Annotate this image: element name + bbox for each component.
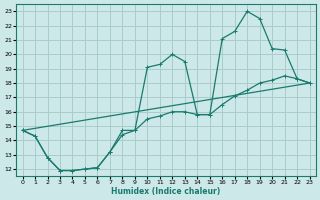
- X-axis label: Humidex (Indice chaleur): Humidex (Indice chaleur): [111, 187, 221, 196]
